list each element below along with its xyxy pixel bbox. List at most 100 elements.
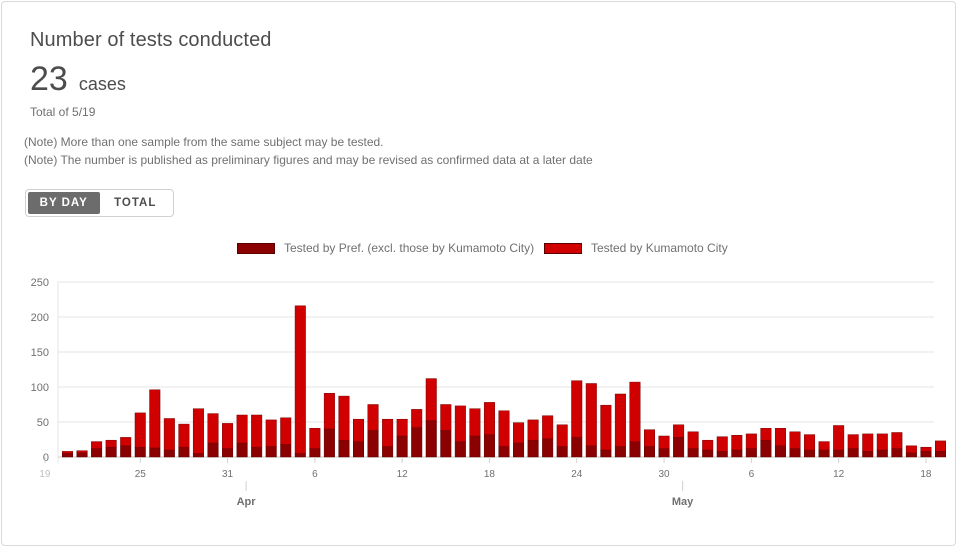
bar-city <box>192 408 204 454</box>
bar-pref <box>935 451 946 458</box>
legend-swatch-city <box>544 242 582 254</box>
bar-pref <box>673 437 685 458</box>
bar-city <box>862 433 874 452</box>
bar-city <box>91 441 103 449</box>
bar-pref <box>760 439 772 458</box>
bar-chart: 0 50 100 150 200 250 19 25 31 6 12 18 24 30 6 12 18 Apr Ma… <box>31 277 946 508</box>
bar-city <box>673 424 685 438</box>
bar-city <box>76 450 88 454</box>
bar-city <box>454 405 466 442</box>
bar-city <box>411 409 423 428</box>
y-tick-label: 100 <box>31 382 49 394</box>
bar-city <box>498 410 510 447</box>
bar-city <box>876 433 888 451</box>
bar-pref <box>396 435 408 458</box>
y-tick-label: 0 <box>43 452 49 464</box>
bar-city <box>163 418 175 451</box>
x-tick-label: 25 <box>135 469 147 480</box>
y-tick-label: 50 <box>37 417 49 429</box>
bar-city <box>731 435 743 451</box>
bar-pref <box>309 448 321 458</box>
case-count: 23 <box>30 60 68 98</box>
bar-city <box>804 434 816 451</box>
bar-pref <box>876 449 888 458</box>
bar-city <box>687 431 699 449</box>
bar-pref <box>513 442 525 458</box>
bar-pref <box>891 448 903 458</box>
note-2: (Note) The number is published as prelim… <box>24 153 593 167</box>
y-tick-label: 250 <box>31 277 49 289</box>
card-title: Number of tests conducted <box>30 29 272 51</box>
x-tick-label: 12 <box>833 469 845 480</box>
legend-item-pref[interactable]: Tested by Pref. (excl. those by Kumamoto… <box>237 241 534 255</box>
bar-pref <box>702 449 714 458</box>
bar-city <box>469 408 481 437</box>
bar-city <box>222 423 234 449</box>
bar-city <box>745 433 757 449</box>
bar-city <box>353 418 364 442</box>
bar-city <box>382 418 394 447</box>
bar-pref <box>294 453 306 458</box>
bar-pref <box>62 453 73 458</box>
bar-pref <box>105 446 117 458</box>
bar-city <box>134 412 146 448</box>
total-button[interactable]: TOTAL <box>114 197 157 209</box>
month-label: Apr <box>237 496 257 508</box>
bar-pref <box>236 442 248 458</box>
bar-city <box>935 440 946 452</box>
x-tick-label: 24 <box>571 469 583 480</box>
bar-city <box>818 441 830 451</box>
bar-city <box>483 402 495 435</box>
bar-city <box>614 393 626 447</box>
bar-pref <box>789 448 801 458</box>
bar-city <box>149 389 161 449</box>
view-toggle[interactable]: BY DAY TOTAL <box>25 189 174 217</box>
bar-city <box>120 437 132 447</box>
bar-pref <box>207 442 219 458</box>
bar-city <box>702 439 714 451</box>
bar-city <box>600 404 612 451</box>
headline-value: 23 cases <box>30 60 126 99</box>
bar-city <box>629 381 641 442</box>
bar-pref <box>731 449 743 458</box>
bar-city <box>905 445 917 454</box>
x-tick-label: 18 <box>484 469 496 480</box>
bar-pref <box>265 446 277 458</box>
y-tick-label: 150 <box>31 347 49 359</box>
bar-city <box>105 439 117 448</box>
bar-pref <box>600 449 612 458</box>
x-tick-label: 31 <box>222 469 234 480</box>
bar-city <box>309 428 321 449</box>
bar-pref <box>411 427 423 458</box>
bar-city <box>542 415 554 440</box>
bar-pref <box>542 438 554 458</box>
bar-pref <box>556 446 568 458</box>
month-label: May <box>672 496 694 508</box>
bar-city <box>338 395 350 441</box>
by-day-button[interactable]: BY DAY <box>28 192 100 214</box>
bar-pref <box>804 449 816 458</box>
x-tick-label: 19 <box>39 469 51 480</box>
legend-label-city: Tested by Kumamoto City <box>591 241 728 255</box>
bar-pref <box>585 445 597 458</box>
bar-pref <box>367 430 379 458</box>
bar-city <box>760 428 772 441</box>
bar-pref <box>862 451 874 458</box>
bar-pref <box>905 452 917 458</box>
x-tick-label: 6 <box>749 469 755 480</box>
bar-city <box>920 446 932 452</box>
bar-city <box>440 404 452 431</box>
legend-item-city[interactable]: Tested by Kumamoto City <box>544 241 728 255</box>
bar-pref <box>833 449 845 458</box>
bar-city <box>833 425 845 451</box>
bar-pref <box>644 446 655 458</box>
bar-pref <box>774 445 786 458</box>
x-tick-label: 6 <box>312 469 318 480</box>
bar-pref <box>353 441 364 458</box>
bar-pref <box>192 453 204 458</box>
bar-city <box>178 423 190 448</box>
case-unit: cases <box>78 74 126 94</box>
legend-label-pref: Tested by Pref. (excl. those by Kumamoto… <box>284 241 535 255</box>
bar-city <box>236 414 248 444</box>
